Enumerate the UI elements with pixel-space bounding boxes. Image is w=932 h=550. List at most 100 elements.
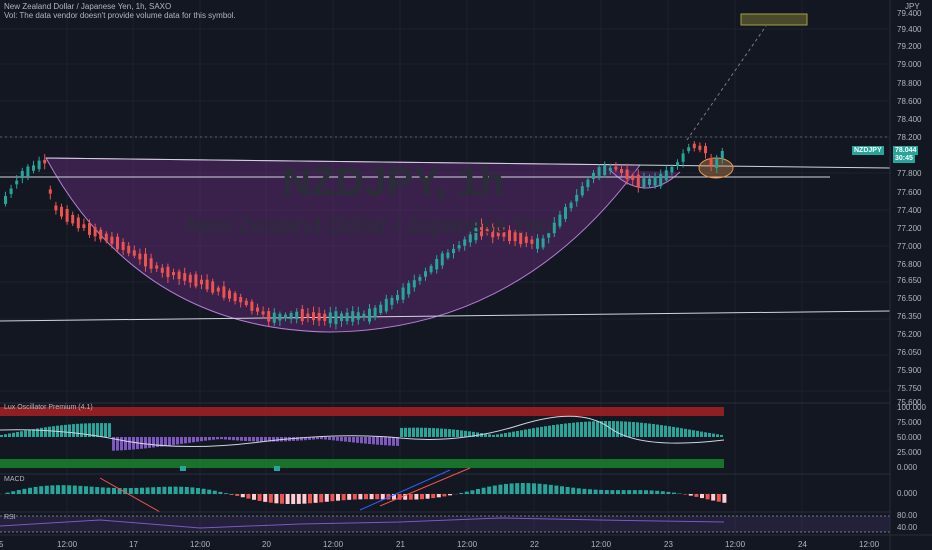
lux-bar (20, 431, 23, 437)
lux-bar (596, 421, 599, 437)
candle-body (586, 179, 590, 188)
lux-bar (260, 437, 263, 442)
candle-body (300, 309, 304, 322)
lux-bar (140, 437, 143, 449)
lux-bar (344, 437, 347, 442)
lux-bar (392, 437, 395, 446)
lux-bar (576, 422, 579, 437)
lux-level: 75.000 (897, 418, 922, 427)
price-label: 77.400 (897, 206, 922, 215)
candle-body (704, 146, 707, 154)
lux-bar (368, 437, 371, 445)
macd-bar (509, 483, 514, 494)
lux-bar (448, 429, 451, 437)
time-label: 12:00 (190, 540, 211, 549)
lux-bar (696, 430, 699, 437)
lux-bar (192, 437, 195, 443)
time-label: 5 (0, 540, 4, 549)
symbol-name-watermark: New Zealand Dollar / Japanese Yen (186, 212, 552, 238)
lux-overbought-zone (0, 407, 724, 416)
price-label: 79.000 (897, 60, 922, 69)
candle-body (670, 166, 674, 173)
candle-body (65, 208, 69, 222)
candle-body (233, 293, 237, 302)
lux-bar (92, 423, 95, 437)
lux-oscillator-title[interactable]: Lux Oscillator Premium (4.1) (4, 404, 93, 411)
time-label: 12:00 (725, 540, 746, 549)
candle-body (418, 276, 422, 281)
candle-body (664, 170, 668, 181)
macd-bar (397, 494, 402, 500)
macd-bar (347, 494, 352, 500)
macd-bar (123, 488, 128, 494)
lux-bar (220, 437, 223, 440)
macd-bar (184, 486, 189, 494)
lux-bar (636, 422, 639, 437)
candle-body (110, 236, 114, 244)
candle-body (608, 167, 612, 171)
lux-bar (236, 437, 239, 441)
macd-level: 0.000 (897, 489, 918, 498)
candle-body (244, 300, 248, 306)
macd-bar (106, 487, 111, 494)
lux-bar (8, 433, 11, 437)
lux-bar (648, 423, 651, 437)
time-label: 22 (530, 540, 539, 549)
lux-level: 25.000 (897, 448, 922, 457)
lux-bar (296, 437, 299, 441)
lux-bar (48, 426, 51, 437)
macd-bar (229, 494, 234, 495)
candle-body (54, 205, 58, 211)
price-label: 76.050 (897, 348, 922, 357)
candle-body (530, 239, 534, 244)
candle-body (144, 253, 147, 267)
lux-bar (704, 432, 707, 437)
price-label: 79.400 (897, 25, 922, 34)
lux-bar (632, 422, 635, 437)
lux-bar (440, 428, 443, 437)
rsi-title[interactable]: RSI (4, 514, 16, 521)
time-label: 21 (396, 540, 405, 549)
macd-bar (700, 494, 704, 499)
lux-bar (68, 424, 71, 437)
lux-bar (272, 437, 275, 442)
lux-oscillator-pane (0, 402, 890, 471)
macd-title[interactable]: MACD (4, 476, 25, 483)
macd-line-segment (359, 469, 451, 511)
candle-body (575, 194, 579, 202)
candle-body (15, 180, 19, 185)
candle-body (368, 308, 371, 322)
lux-bar (616, 421, 619, 437)
lux-bar (376, 437, 379, 445)
rsi-level: 40.00 (897, 523, 918, 532)
chart-title[interactable]: New Zealand Dollar / Japanese Yen, 1h, S… (4, 2, 172, 11)
macd-bar (464, 491, 469, 494)
macd-bar (280, 494, 284, 504)
lux-bar (592, 421, 595, 437)
lux-bar (668, 426, 671, 437)
candlesticks (4, 141, 724, 330)
macd-line-segment (99, 477, 161, 513)
lux-bar (528, 428, 531, 437)
price-label: 75.750 (897, 384, 922, 393)
macd-bar (207, 489, 212, 494)
price-label: 78.600 (897, 97, 922, 106)
candle-body (356, 312, 360, 320)
lux-bar (608, 421, 611, 437)
lux-bar (664, 425, 667, 437)
macd-bar (688, 494, 693, 496)
lux-bar (212, 437, 215, 440)
lux-bar (152, 437, 155, 448)
price-label: 76.350 (897, 312, 922, 321)
lux-bar (436, 428, 439, 437)
lux-bar (40, 427, 43, 437)
lux-bar (432, 428, 435, 437)
lux-bar (548, 425, 551, 437)
candle-body (373, 307, 377, 318)
macd-bar (470, 490, 475, 494)
lux-bar (488, 434, 491, 437)
volume-note: Vol: The data vendor doesn't provide vol… (4, 11, 236, 20)
candle-body (26, 166, 30, 177)
candle-body (580, 186, 584, 196)
